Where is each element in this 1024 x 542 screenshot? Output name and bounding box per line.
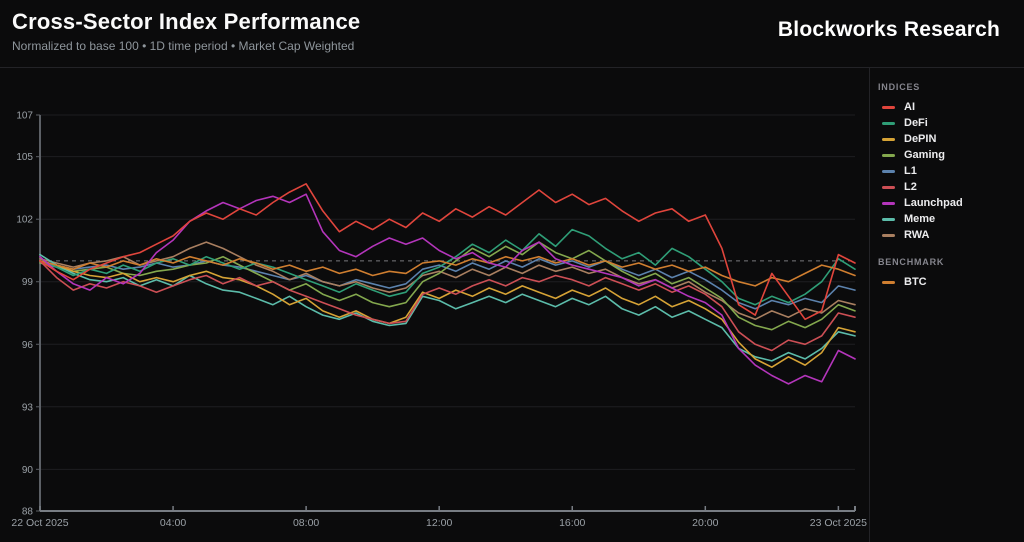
legend-swatch-rwa	[882, 233, 895, 237]
legend-swatch-btc	[882, 280, 895, 284]
legend-swatch-ai	[882, 105, 895, 109]
legend-swatch-depin	[882, 137, 895, 141]
y-tick-label: 96	[22, 340, 34, 351]
legend-panel: INDICES AI DeFi DePIN Gaming L1 L2 Launchpad Me…	[869, 68, 1024, 542]
series-line-gaming	[39, 241, 856, 331]
legend-label: L2	[904, 181, 917, 193]
content-row: 88 90 93 96 99 102 105 107 22 Oct 2025 04:00 08:00…	[0, 68, 1024, 542]
page-title: Cross-Sector Index Performance	[12, 9, 361, 34]
legend-label: Meme	[904, 213, 936, 225]
chart-plot-area[interactable]: 88 90 93 96 99 102 105 107 22 Oct 2025 04:00 08:00…	[0, 68, 869, 542]
legend-swatch-l1	[882, 169, 895, 173]
legend-item-l2[interactable]: L2	[882, 179, 1018, 195]
legend-item-rwa[interactable]: RWA	[882, 227, 1018, 243]
series-line-l2	[39, 260, 856, 352]
x-tick-label: 12:00	[426, 517, 452, 529]
legend-label: Gaming	[904, 149, 945, 161]
chart-subtitle: Normalized to base 100 • 1D time period …	[12, 39, 355, 54]
legend-item-gaming[interactable]: Gaming	[882, 147, 1018, 163]
legend-label: DePIN	[904, 133, 937, 145]
legend-item-meme[interactable]: Meme	[882, 211, 1018, 227]
x-tick-label: 23 Oct 2025	[810, 517, 867, 529]
title-block: Cross-Sector Index Performance Normalize…	[12, 9, 360, 54]
legend-indices-list: AI DeFi DePIN Gaming L1 L2 Launchpad Meme RWA	[878, 99, 1018, 243]
header: Cross-Sector Index Performance Normalize…	[0, 0, 1024, 68]
legend-label: Launchpad	[904, 197, 963, 209]
y-tick-label: 99	[22, 277, 34, 288]
legend-benchmark-header: BENCHMARK	[878, 257, 945, 267]
y-tick-label: 102	[16, 215, 33, 226]
series-line-btc	[39, 255, 856, 287]
x-tick-label: 16:00	[559, 517, 585, 529]
legend-item-ai[interactable]: AI	[882, 99, 1018, 115]
legend-benchmark-list: BTC	[878, 274, 1018, 290]
legend-label: BTC	[904, 276, 927, 288]
x-tick-label: 04:00	[160, 517, 186, 529]
legend-label: RWA	[904, 229, 930, 241]
legend-item-l1[interactable]: L1	[882, 163, 1018, 179]
legend-item-defi[interactable]: DeFi	[882, 115, 1018, 131]
series-line-defi	[39, 228, 856, 306]
legend-swatch-meme	[882, 217, 895, 221]
legend-swatch-l2	[882, 185, 895, 189]
y-tick-label: 93	[22, 402, 34, 413]
series-line-depin	[39, 260, 856, 369]
y-tick-label: 88	[22, 507, 34, 518]
legend-item-btc[interactable]: BTC	[882, 274, 1018, 290]
legend-swatch-defi	[882, 121, 895, 125]
series-line-rwa	[39, 241, 856, 321]
series-line-launchpad	[39, 193, 856, 385]
x-tick-label: 20:00	[692, 517, 718, 529]
legend-item-launchpad[interactable]: Launchpad	[882, 195, 1018, 211]
legend-label: DeFi	[904, 117, 928, 129]
y-tick-label: 105	[16, 152, 33, 163]
legend-item-depin[interactable]: DePIN	[882, 131, 1018, 147]
legend-indices-header: INDICES	[878, 82, 921, 92]
legend-swatch-gaming	[882, 153, 895, 157]
x-tick-label: 08:00	[293, 517, 319, 529]
x-tick-label: 22 Oct 2025	[11, 517, 68, 529]
series-line-ai	[39, 183, 856, 321]
series-line-l1	[39, 258, 856, 310]
legend-swatch-launchpad	[882, 201, 895, 205]
brand-logo: Blockworks Research	[777, 18, 1000, 41]
line-chart[interactable]: 88 90 93 96 99 102 105 107 22 Oct 2025 04:00 08:00…	[0, 68, 869, 542]
legend-label: AI	[904, 101, 915, 113]
y-tick-label: 107	[16, 111, 33, 122]
legend-label: L1	[904, 165, 917, 177]
y-tick-label: 90	[22, 465, 34, 476]
